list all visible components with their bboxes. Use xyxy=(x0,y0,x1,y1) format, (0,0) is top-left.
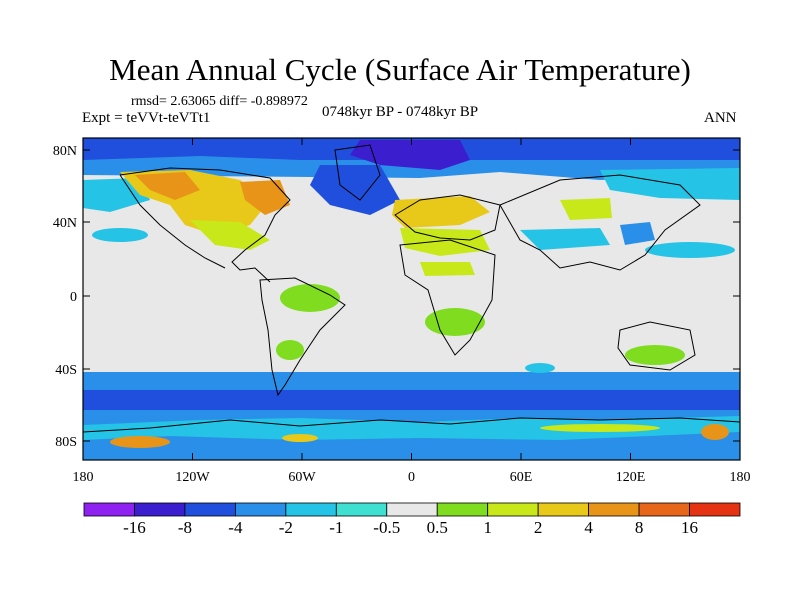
colorbar-swatch xyxy=(285,502,337,517)
longitude-ticks: 180 120W 60W 0 60E 120E 180 xyxy=(73,138,751,485)
lon-tick-label: 120W xyxy=(175,470,210,485)
lon-tick-label: 180 xyxy=(730,470,751,485)
lon-tick-label: 60E xyxy=(510,470,533,485)
colorbar-label: 16 xyxy=(681,518,698,537)
colorbar-label: 2 xyxy=(534,518,543,537)
coastlines xyxy=(83,144,740,433)
colorbar-swatch xyxy=(184,502,236,517)
colorbar-label: 0.5 xyxy=(427,518,448,537)
north-america-warm-core xyxy=(135,172,200,200)
tibet-cool xyxy=(520,228,610,250)
colorbar-swatch xyxy=(386,502,438,517)
experiment-label: Expt = teVVt-teVTt1 xyxy=(82,110,211,126)
colorbar-swatch xyxy=(638,502,690,517)
southern-ocean-band xyxy=(83,390,740,410)
colorbar-swatch xyxy=(689,502,741,517)
lat-tick-label: 40N xyxy=(53,216,77,231)
lon-tick-label: 120E xyxy=(616,470,646,485)
colorbar-swatch xyxy=(335,502,388,517)
lat-tick-label: 40S xyxy=(55,363,77,378)
colorbar-label: -8 xyxy=(178,518,192,537)
lat-tick-label: 80N xyxy=(53,144,77,159)
amazon-warm xyxy=(280,284,340,312)
sahel-warm xyxy=(420,262,475,276)
siberia-cool xyxy=(600,168,740,200)
anomaly-field xyxy=(83,138,740,460)
coastline-north-america xyxy=(119,167,291,283)
colorbar-label: -0.5 xyxy=(373,518,400,537)
rmsd-diff-stats: rmsd= 2.63065 diff= -0.898972 xyxy=(131,94,308,109)
colorbar-label: 1 xyxy=(483,518,492,537)
colorbar-label: 4 xyxy=(584,518,593,537)
indian-ocean-cool-patch xyxy=(525,363,555,373)
coastline-asia xyxy=(499,174,701,271)
australia-warm xyxy=(625,345,685,365)
antarctica-warm-patch xyxy=(282,434,318,442)
north-america-warm xyxy=(190,220,270,250)
southern-africa-warm xyxy=(425,308,485,336)
colorbar-label: -1 xyxy=(329,518,343,537)
latitude-ticks: 80N 40N 0 40S 80S xyxy=(53,144,740,450)
colorbar-label: 8 xyxy=(635,518,644,537)
lon-tick-label: 0 xyxy=(408,470,415,485)
coastline-north-america-west xyxy=(119,174,226,269)
season-label: ANN xyxy=(704,110,737,126)
coastline-australia xyxy=(617,321,696,371)
colorbar-swatch xyxy=(537,502,590,517)
coastline-europe xyxy=(394,194,501,241)
coastline-africa xyxy=(399,239,496,356)
pacific-cool-patch xyxy=(92,228,148,242)
north-america-warm-core xyxy=(240,180,290,215)
coastline-antarctica xyxy=(83,417,740,433)
chart-title: Mean Annual Cycle (Surface Air Temperatu… xyxy=(109,52,691,87)
colorbar-swatch xyxy=(588,502,640,517)
south-america-warm xyxy=(276,340,304,360)
east-asia-cool xyxy=(620,222,655,245)
central-asia-warm xyxy=(560,198,612,220)
colorbar-swatch xyxy=(234,502,287,517)
arctic-cold-core xyxy=(350,140,470,170)
period-label: 0748kyr BP - 0748kyr BP xyxy=(322,104,479,120)
europe-warm xyxy=(392,196,490,228)
pacific-cool-patch xyxy=(645,242,735,258)
antarctica-warm-patch xyxy=(701,424,729,440)
coastline-south-america xyxy=(259,277,346,397)
colorbar-swatch xyxy=(487,502,539,517)
lat-tick-label: 80S xyxy=(55,435,77,450)
colorbar-label: -2 xyxy=(279,518,293,537)
colorbar-swatch xyxy=(436,502,489,517)
antarctica-region xyxy=(83,432,740,460)
north-africa-warm xyxy=(400,228,490,256)
antarctica-warm-patch xyxy=(110,436,170,448)
colorbar-label: -4 xyxy=(228,518,243,537)
colorbar-swatch xyxy=(83,502,135,517)
lon-tick-label: 180 xyxy=(73,470,94,485)
coastline-greenland xyxy=(334,144,381,201)
colorbar: -16 -8 -4 -2 -1 -0.5 0.5 1 2 4 8 16 xyxy=(83,502,741,537)
lat-tick-label: 0 xyxy=(70,290,77,305)
colorbar-swatch xyxy=(134,502,186,517)
colorbar-label: -16 xyxy=(123,518,146,537)
antarctica-warm-patch xyxy=(540,424,660,432)
lon-tick-label: 60W xyxy=(288,470,316,485)
